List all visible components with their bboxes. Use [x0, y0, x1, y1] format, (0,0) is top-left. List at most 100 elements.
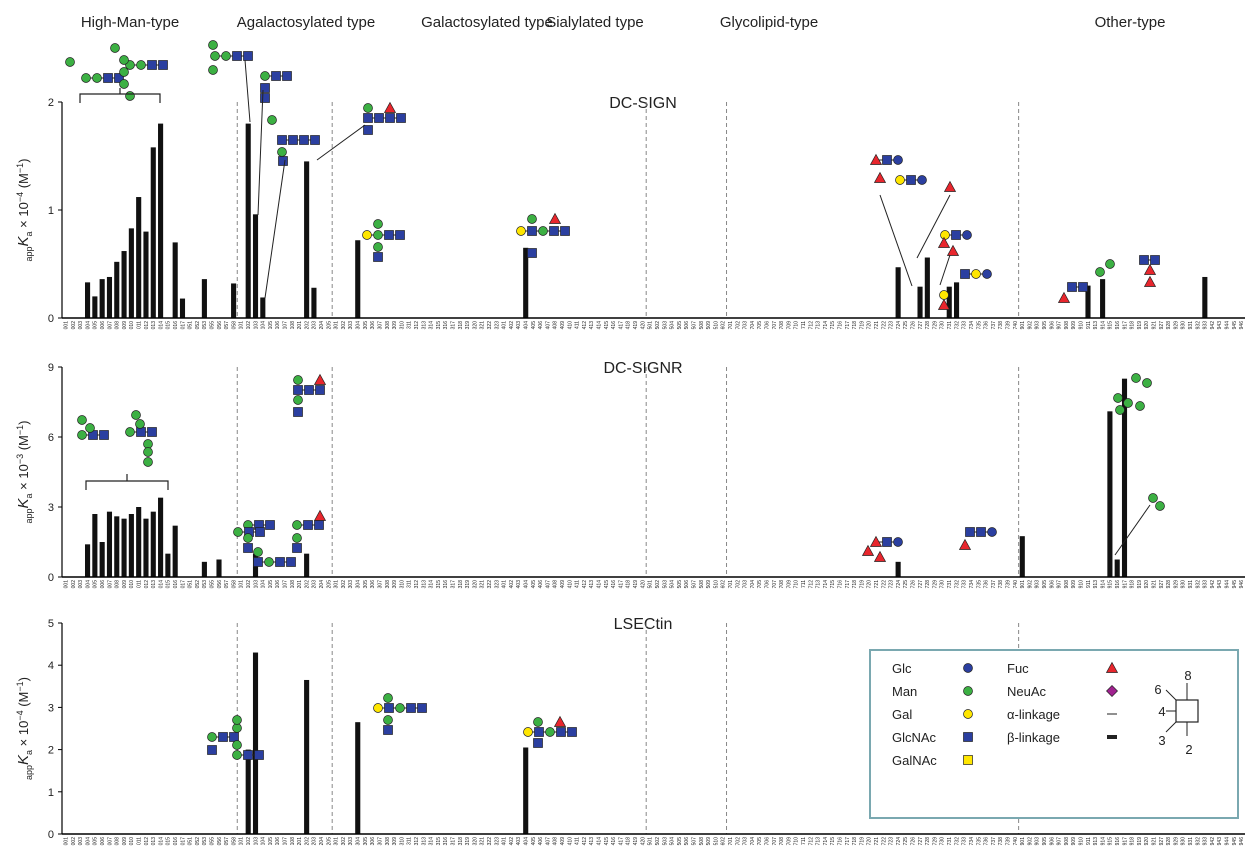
x-tick-label: 710: [794, 580, 800, 589]
x-tick-label: 722: [881, 580, 887, 589]
y-tick-label: 9: [48, 362, 54, 374]
x-tick-label: 413: [589, 321, 595, 330]
glycan-man: [528, 215, 537, 224]
x-tick-label: 730: [940, 580, 946, 589]
x-tick-label: 309: [392, 321, 398, 330]
bar: [1115, 560, 1120, 578]
group-header: High-Man-type: [81, 14, 179, 31]
x-tick-label: 502: [655, 837, 661, 846]
x-tick-label: 016: [173, 321, 179, 330]
x-tick-label: 910: [1078, 321, 1084, 330]
x-tick-label: 003: [78, 837, 84, 846]
x-tick-label: 724: [896, 580, 902, 589]
bar: [129, 514, 134, 577]
x-tick-label: 416: [611, 580, 617, 589]
x-tick-label: 303: [348, 837, 354, 846]
glycan-fuc: [960, 540, 971, 550]
x-tick-label: 737: [991, 321, 997, 330]
x-tick-label: 705: [757, 837, 763, 846]
x-tick-label: 705: [757, 580, 763, 589]
glycan-glcnac: [374, 253, 383, 262]
x-tick-label: 005: [93, 580, 99, 589]
x-tick-label: 414: [597, 837, 603, 846]
x-tick-label: 410: [567, 580, 573, 589]
glycan-glcnac: [961, 270, 970, 279]
x-tick-label: 053: [202, 321, 208, 330]
page: High-Man-typeAgalactosylated typeGalacto…: [0, 0, 1251, 851]
glycan-man: [144, 458, 153, 467]
x-tick-label: 505: [677, 837, 683, 846]
bar: [523, 248, 528, 318]
x-tick-label: 102: [246, 580, 252, 589]
y-label-part: × 10: [16, 202, 31, 231]
x-tick-label: 738: [998, 837, 1004, 846]
y-tick-label: 3: [48, 502, 54, 514]
glycan-glcnac: [384, 726, 393, 735]
x-tick-label: 733: [962, 837, 968, 846]
x-tick-label: 946: [1239, 837, 1245, 846]
glycan-fuc: [315, 375, 326, 385]
x-tick-label: 202: [304, 837, 310, 846]
x-tick-label: 728: [925, 837, 931, 846]
x-tick-label: 305: [363, 321, 369, 330]
y-tick-label: 2: [48, 97, 54, 109]
x-tick-label: 408: [553, 837, 559, 846]
connector: [917, 195, 950, 258]
x-tick-label: 015: [166, 580, 172, 589]
bar: [304, 680, 309, 834]
x-tick-label: 204: [319, 580, 325, 589]
bar: [260, 297, 265, 318]
glycan-glcnac: [315, 521, 324, 530]
x-tick-label: 727: [918, 321, 924, 330]
x-tick-label: 303: [348, 321, 354, 330]
glycan-glcnac: [230, 733, 239, 742]
x-tick-label: 927: [1159, 837, 1165, 846]
x-tick-label: 057: [224, 580, 230, 589]
bar: [100, 542, 105, 577]
x-tick-label: 322: [487, 837, 493, 846]
x-tick-label: 718: [852, 580, 858, 589]
x-tick-label: 917: [1122, 321, 1128, 330]
x-tick-label: 205: [326, 837, 332, 846]
x-tick-label: 052: [195, 321, 201, 330]
x-tick-label: 417: [618, 837, 624, 846]
x-tick-label: 010: [129, 837, 135, 846]
x-tick-label: 009: [122, 837, 128, 846]
glycan-man: [120, 56, 129, 65]
x-tick-label: 703: [743, 837, 749, 846]
x-tick-label: 407: [545, 580, 551, 589]
glycan-glcnac: [1140, 256, 1149, 265]
x-tick-label: 013: [151, 580, 157, 589]
bar: [180, 299, 185, 318]
x-tick-label: 707: [772, 580, 778, 589]
x-tick-label: 720: [867, 321, 873, 330]
x-tick-label: 711: [801, 321, 807, 329]
x-tick-label: 007: [107, 321, 113, 330]
x-tick-label: 918: [1130, 837, 1136, 846]
glycan-glcnac: [254, 558, 263, 567]
x-tick-label: 715: [830, 837, 836, 846]
x-tick-label: 004: [85, 580, 91, 589]
glycan-man: [364, 104, 373, 113]
x-tick-label: 053: [202, 580, 208, 589]
glycan-glcnac: [1068, 283, 1077, 292]
glycan-glcnac: [219, 733, 228, 742]
x-tick-label: 314: [429, 321, 435, 330]
x-tick-label: 106: [275, 580, 281, 589]
x-tick-label: 321: [480, 580, 486, 589]
glycan-man: [120, 80, 129, 89]
x-tick-label: 506: [684, 321, 690, 330]
x-tick-label: 013: [151, 321, 157, 330]
x-tick-label: 737: [991, 837, 997, 846]
glycan-glcnac: [279, 157, 288, 166]
y-tick-label: 1: [48, 787, 54, 799]
x-tick-label: 943: [1217, 580, 1223, 589]
x-tick-label: 901: [1020, 837, 1026, 846]
x-tick-label: 402: [509, 580, 515, 589]
x-tick-label: 313: [421, 580, 427, 589]
x-tick-label: 317: [450, 321, 456, 330]
x-tick-label: 003: [78, 580, 84, 589]
glycan-glcnac: [256, 528, 265, 537]
x-tick-label: 316: [443, 837, 449, 846]
glycan-glcnac: [289, 136, 298, 145]
